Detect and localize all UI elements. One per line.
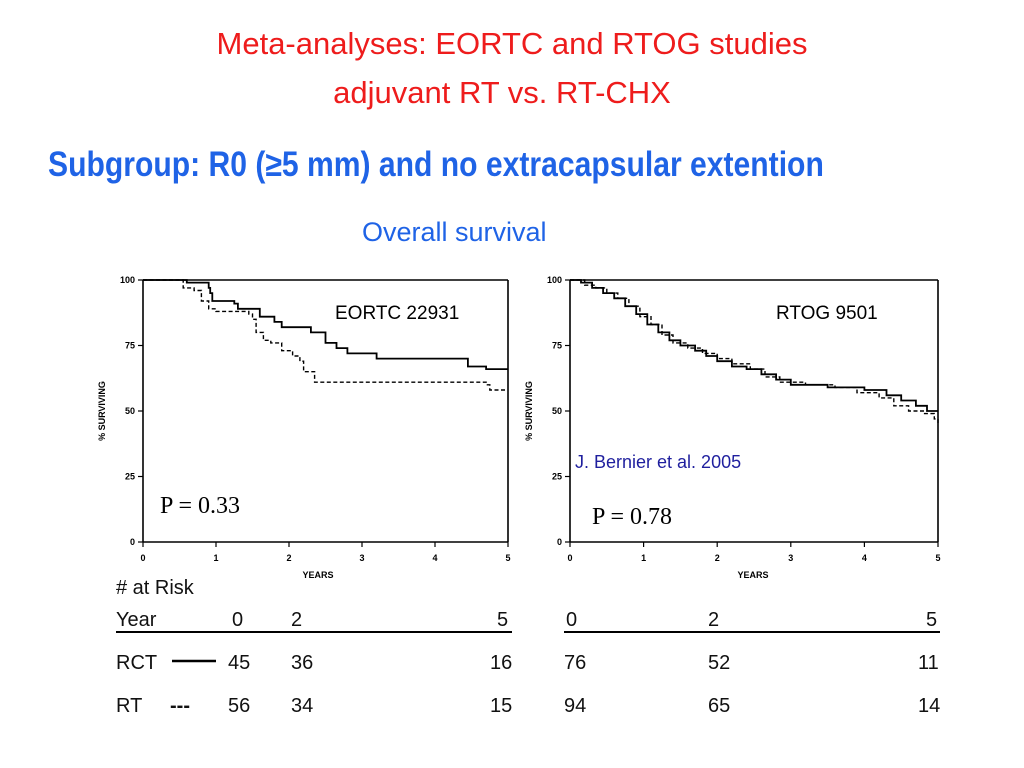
rtog-study-label: RTOG 9501 — [776, 303, 878, 324]
rtog-y-tick-label-100: 100 — [547, 275, 562, 285]
rtog-x-tick-label-1: 1 — [641, 553, 646, 563]
rtog-rct-at-5: 11 — [918, 652, 939, 674]
rtog-rct-at-0: 76 — [564, 652, 586, 674]
eortc-year-5: 5 — [497, 609, 508, 631]
rtog-y-tick-label-75: 75 — [552, 341, 562, 351]
rtog-x-tick-label-5: 5 — [935, 553, 940, 563]
eortc-y-tick-label-100: 100 — [120, 275, 135, 285]
rt-row-label: RT — [116, 695, 142, 717]
rtog-x-tick-label-0: 0 — [567, 553, 572, 563]
eortc-y-tick-label-75: 75 — [125, 341, 135, 351]
rtog-year-2: 2 — [708, 609, 719, 631]
eortc-rt-at-5: 15 — [490, 695, 512, 717]
slide-title-line-1: Meta-analyses: EORTC and RTOG studies — [216, 26, 808, 61]
eortc-y-tick-label-25: 25 — [125, 472, 135, 482]
eortc-y-tick-label-50: 50 — [125, 406, 135, 416]
rtog-year-0: 0 — [566, 609, 577, 631]
slide-title-line-2: adjuvant RT vs. RT-CHX — [333, 75, 671, 110]
eortc-rct-at-5: 16 — [490, 652, 512, 674]
rtog-rct-curve — [570, 279, 938, 412]
rtog-x-axis-label: YEARS — [737, 570, 768, 580]
eortc-rt-at-0: 56 — [228, 695, 250, 717]
rtog-p-value: P = 0.78 — [592, 504, 672, 530]
eortc-rct-curve — [143, 279, 508, 370]
at-risk-table: # at Risk Year 0 2 5 0 2 5 RCT 45 36 16 … — [116, 577, 940, 717]
eortc-y-axis-label: % SURVIVING — [97, 381, 107, 441]
rtog-y-tick-label-0: 0 — [557, 537, 562, 547]
rtog-rt-at-5: 14 — [918, 695, 940, 717]
eortc-y-tick-label-0: 0 — [130, 537, 135, 547]
eortc-study-label: EORTC 22931 — [335, 303, 459, 324]
eortc-x-tick-label-1: 1 — [213, 553, 218, 563]
eortc-rt-at-2: 34 — [291, 695, 313, 717]
eortc-x-tick-label-4: 4 — [432, 553, 437, 563]
rtog-x-tick-label-3: 3 — [788, 553, 793, 563]
rtog-year-5: 5 — [926, 609, 937, 631]
rtog-y-tick-label-50: 50 — [552, 406, 562, 416]
rct-row-label: RCT — [116, 652, 157, 674]
rtog-rt-curve — [570, 279, 939, 425]
rt-legend-dashes: --- — [170, 695, 190, 717]
rtog-y-tick-label-25: 25 — [552, 472, 562, 482]
eortc-rct-at-0: 45 — [228, 652, 250, 674]
eortc-rct-at-2: 36 — [291, 652, 313, 674]
eortc-x-tick-label-5: 5 — [505, 553, 510, 563]
rtog-rt-at-0: 94 — [564, 695, 586, 717]
year-row-label: Year — [116, 609, 157, 631]
slide-subtitle: Subgroup: R0 (≥5 mm) and no extracapsula… — [48, 145, 824, 184]
eortc-x-tick-label-0: 0 — [140, 553, 145, 563]
at-risk-header: # at Risk — [116, 577, 195, 599]
section-label: Overall survival — [362, 217, 547, 247]
eortc-x-axis-label: YEARS — [302, 570, 333, 580]
rtog-x-tick-label-4: 4 — [862, 553, 867, 563]
eortc-x-tick-label-2: 2 — [286, 553, 291, 563]
rtog-y-axis-label: % SURVIVING — [524, 381, 534, 441]
citation: J. Bernier et al. 2005 — [573, 451, 744, 473]
eortc-year-0: 0 — [232, 609, 243, 631]
rtog-rct-at-2: 52 — [708, 652, 730, 674]
rtog-rt-at-2: 65 — [708, 695, 730, 717]
rtog-x-tick-label-2: 2 — [715, 553, 720, 563]
eortc-p-value: P = 0.33 — [160, 493, 240, 519]
eortc-year-2: 2 — [291, 609, 302, 631]
eortc-x-tick-label-3: 3 — [359, 553, 364, 563]
